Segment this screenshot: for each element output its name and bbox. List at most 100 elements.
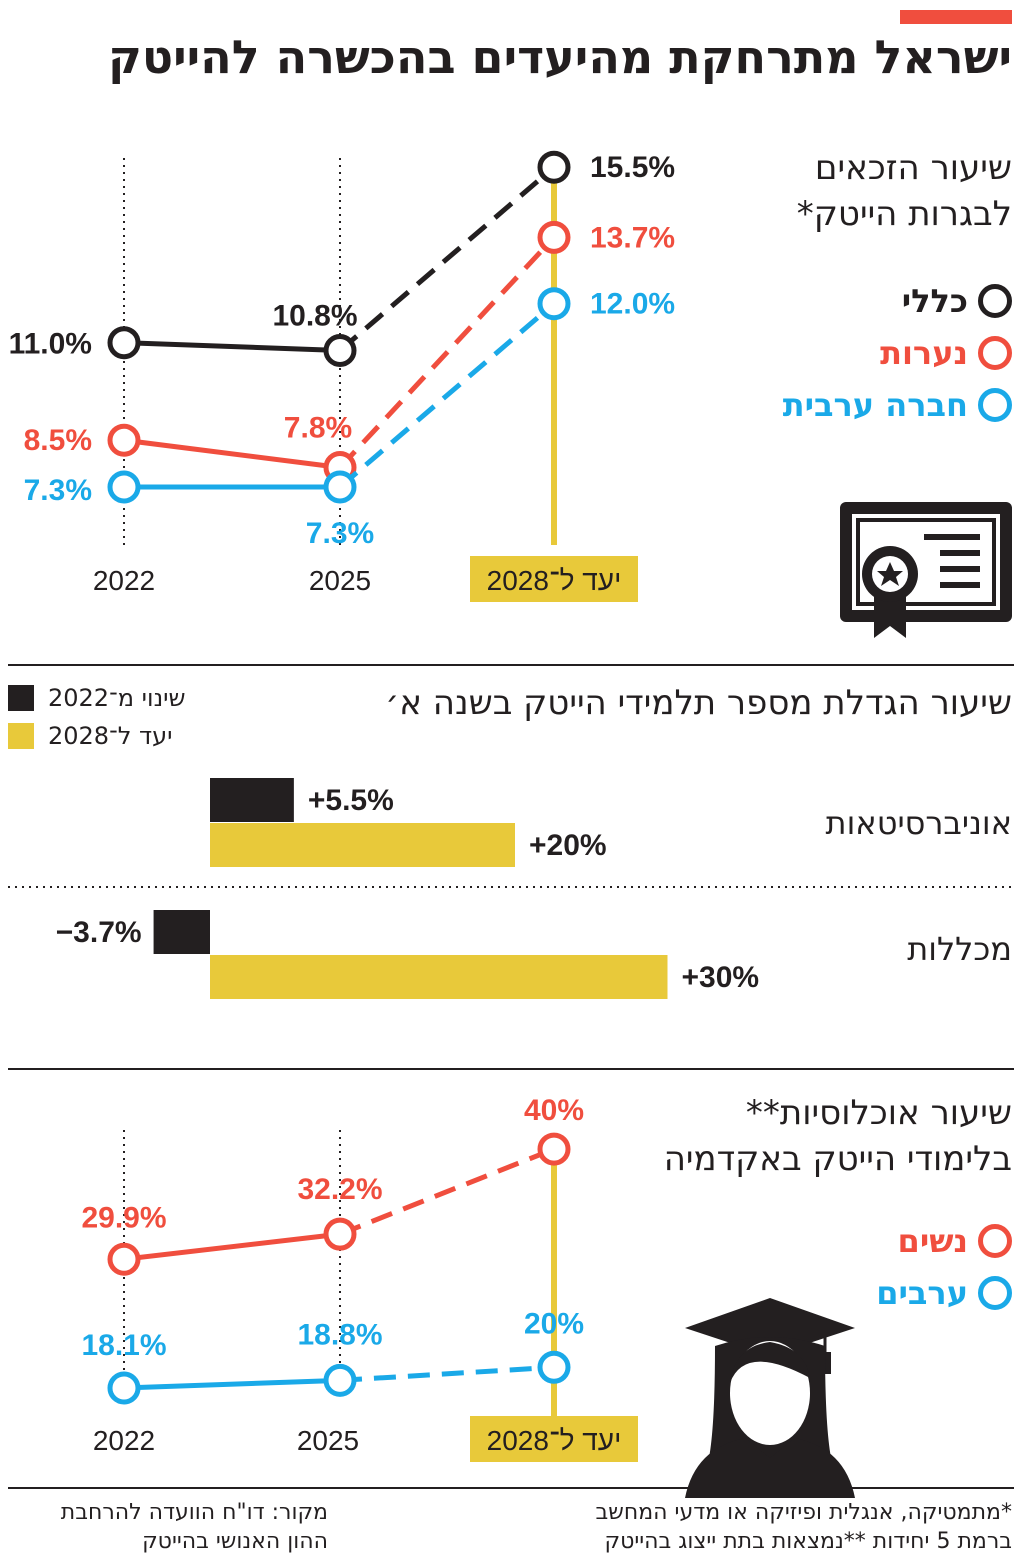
- data-label: 13.7%: [590, 221, 675, 254]
- legend-arab: חברה ערבית: [783, 386, 1012, 424]
- category-colleges: מכללות: [907, 930, 1012, 968]
- source-line2: ההון האנושי בהייטק: [142, 1529, 328, 1554]
- series-line: [123, 1231, 341, 1262]
- bar-label: +5.5%: [308, 784, 394, 817]
- chart1-legend: כללי נערות חברה ערבית: [783, 282, 1012, 424]
- data-point: [323, 470, 357, 504]
- legend-label: כללי: [901, 282, 968, 320]
- data-point: [537, 1132, 571, 1166]
- data-point: [107, 1371, 141, 1405]
- bar-label: +30%: [682, 961, 760, 994]
- accent-bar: [900, 10, 1012, 24]
- data-label: 8.5%: [24, 424, 92, 457]
- divider: [8, 1068, 1014, 1070]
- square-icon: [8, 685, 34, 711]
- data-point: [323, 334, 357, 367]
- series-line: [123, 1377, 341, 1391]
- chart2-title: שיעור הגדלת מספר תלמידי הייטק בשנה א׳: [385, 683, 1012, 723]
- legend-label: ערבים: [876, 1274, 968, 1312]
- chart1-title-line1: שיעור הזכאים: [814, 148, 1012, 188]
- legend-target: יעד ל־2028: [8, 722, 186, 750]
- footnote: *מתמטיקה, אנגלית ופיזיקה או מדעי המחשב ב…: [596, 1498, 1012, 1556]
- series-line-dashed: [339, 1364, 555, 1383]
- bar: [210, 823, 515, 867]
- data-point: [107, 470, 141, 504]
- series-line: [123, 340, 341, 353]
- chart3-title: שיעור אוכלוסיות** בלימודי הייטק באקדמיה: [664, 1090, 1012, 1182]
- bar: [153, 910, 210, 954]
- bar: [210, 955, 668, 999]
- data-label: 18.8%: [297, 1318, 382, 1351]
- ring-icon: [978, 388, 1012, 422]
- target-label: יעד ל־2028: [487, 1425, 622, 1456]
- footnote-line2: ברמת 5 יחידות **נמצאות בתת ייצוג בהייטק: [604, 1529, 1012, 1554]
- data-point: [537, 287, 571, 321]
- chart3-legend: נשים ערבים: [876, 1222, 1012, 1312]
- data-label: 12.0%: [590, 288, 675, 321]
- data-point: [323, 1363, 357, 1397]
- legend-label: שינוי מ־2022: [48, 684, 186, 712]
- legend-label: נערות: [880, 334, 968, 372]
- data-point: [537, 150, 571, 184]
- data-point: [537, 220, 571, 254]
- data-label: 7.3%: [306, 517, 374, 550]
- target-label-box: [470, 556, 638, 602]
- data-point: [323, 1217, 357, 1251]
- target-label: יעד ל־2028: [487, 565, 622, 596]
- data-point: [107, 423, 141, 457]
- legend-girls: נערות: [880, 334, 1012, 372]
- chart1-title-line2: לבגרות הייטק*: [796, 194, 1012, 234]
- data-point: [107, 326, 141, 360]
- ring-icon: [978, 336, 1012, 370]
- data-point: [107, 1242, 141, 1276]
- diploma-icon: [840, 502, 1012, 638]
- page-title: ישראל מתרחקת מהיעדים בהכשרה להייטק: [107, 30, 1012, 84]
- bar: [210, 778, 294, 822]
- x-tick-label: 2025: [309, 565, 371, 596]
- series-line-dashed: [339, 1146, 555, 1237]
- ring-icon: [978, 1276, 1012, 1310]
- ring-icon: [978, 1224, 1012, 1258]
- legend-label: יעד ל־2028: [48, 722, 173, 750]
- square-icon: [8, 723, 34, 749]
- data-label: 7.3%: [24, 474, 92, 507]
- bar-label: −3.7%: [56, 916, 142, 949]
- data-label: 18.1%: [81, 1329, 166, 1362]
- chart1-title: שיעור הזכאים לבגרות הייטק*: [797, 145, 1012, 237]
- legend-change: שינוי מ־2022: [8, 684, 186, 712]
- legend-label: נשים: [897, 1222, 968, 1260]
- chart3-title-line2: בלימודי הייטק באקדמיה: [663, 1139, 1012, 1179]
- data-point: [537, 1350, 571, 1384]
- legend-label: חברה ערבית: [782, 386, 968, 424]
- ring-icon: [978, 284, 1012, 318]
- series-line-dashed: [338, 235, 556, 470]
- data-label: 32.2%: [297, 1173, 382, 1206]
- divider: [8, 1487, 1014, 1489]
- legend-arabs: ערבים: [876, 1274, 1012, 1312]
- data-label: 20%: [524, 1307, 584, 1340]
- divider: [8, 664, 1014, 666]
- series-line-dashed: [338, 165, 556, 353]
- data-label: 10.8%: [272, 300, 357, 333]
- data-label: 29.9%: [81, 1201, 166, 1234]
- legend-women: נשים: [898, 1222, 1012, 1260]
- source: מקור: דו"ח הוועדה להרחבת ההון האנושי בהי…: [8, 1498, 328, 1556]
- chart2-legend: שינוי מ־2022 יעד ל־2028: [8, 684, 186, 750]
- target-label-box: [470, 1416, 638, 1462]
- data-label: 7.8%: [284, 412, 352, 445]
- bar-label: +20%: [529, 829, 607, 862]
- graduate-icon: [685, 1298, 855, 1498]
- x-tick-label: 2022: [93, 1425, 155, 1456]
- x-tick-label: 2025: [297, 1425, 359, 1456]
- source-line1: מקור: דו"ח הוועדה להרחבת: [60, 1500, 328, 1525]
- footnote-line1: *מתמטיקה, אנגלית ופיזיקה או מדעי המחשב: [595, 1500, 1012, 1525]
- data-label: 15.5%: [590, 151, 675, 184]
- series-line: [123, 437, 341, 470]
- data-label: 40%: [524, 1094, 584, 1127]
- legend-general: כללי: [902, 282, 1012, 320]
- data-label: 11.0%: [9, 328, 92, 361]
- x-tick-label: 2022: [93, 565, 155, 596]
- chart3-title-line1: שיעור אוכלוסיות**: [745, 1093, 1012, 1133]
- series-line-dashed: [338, 301, 556, 489]
